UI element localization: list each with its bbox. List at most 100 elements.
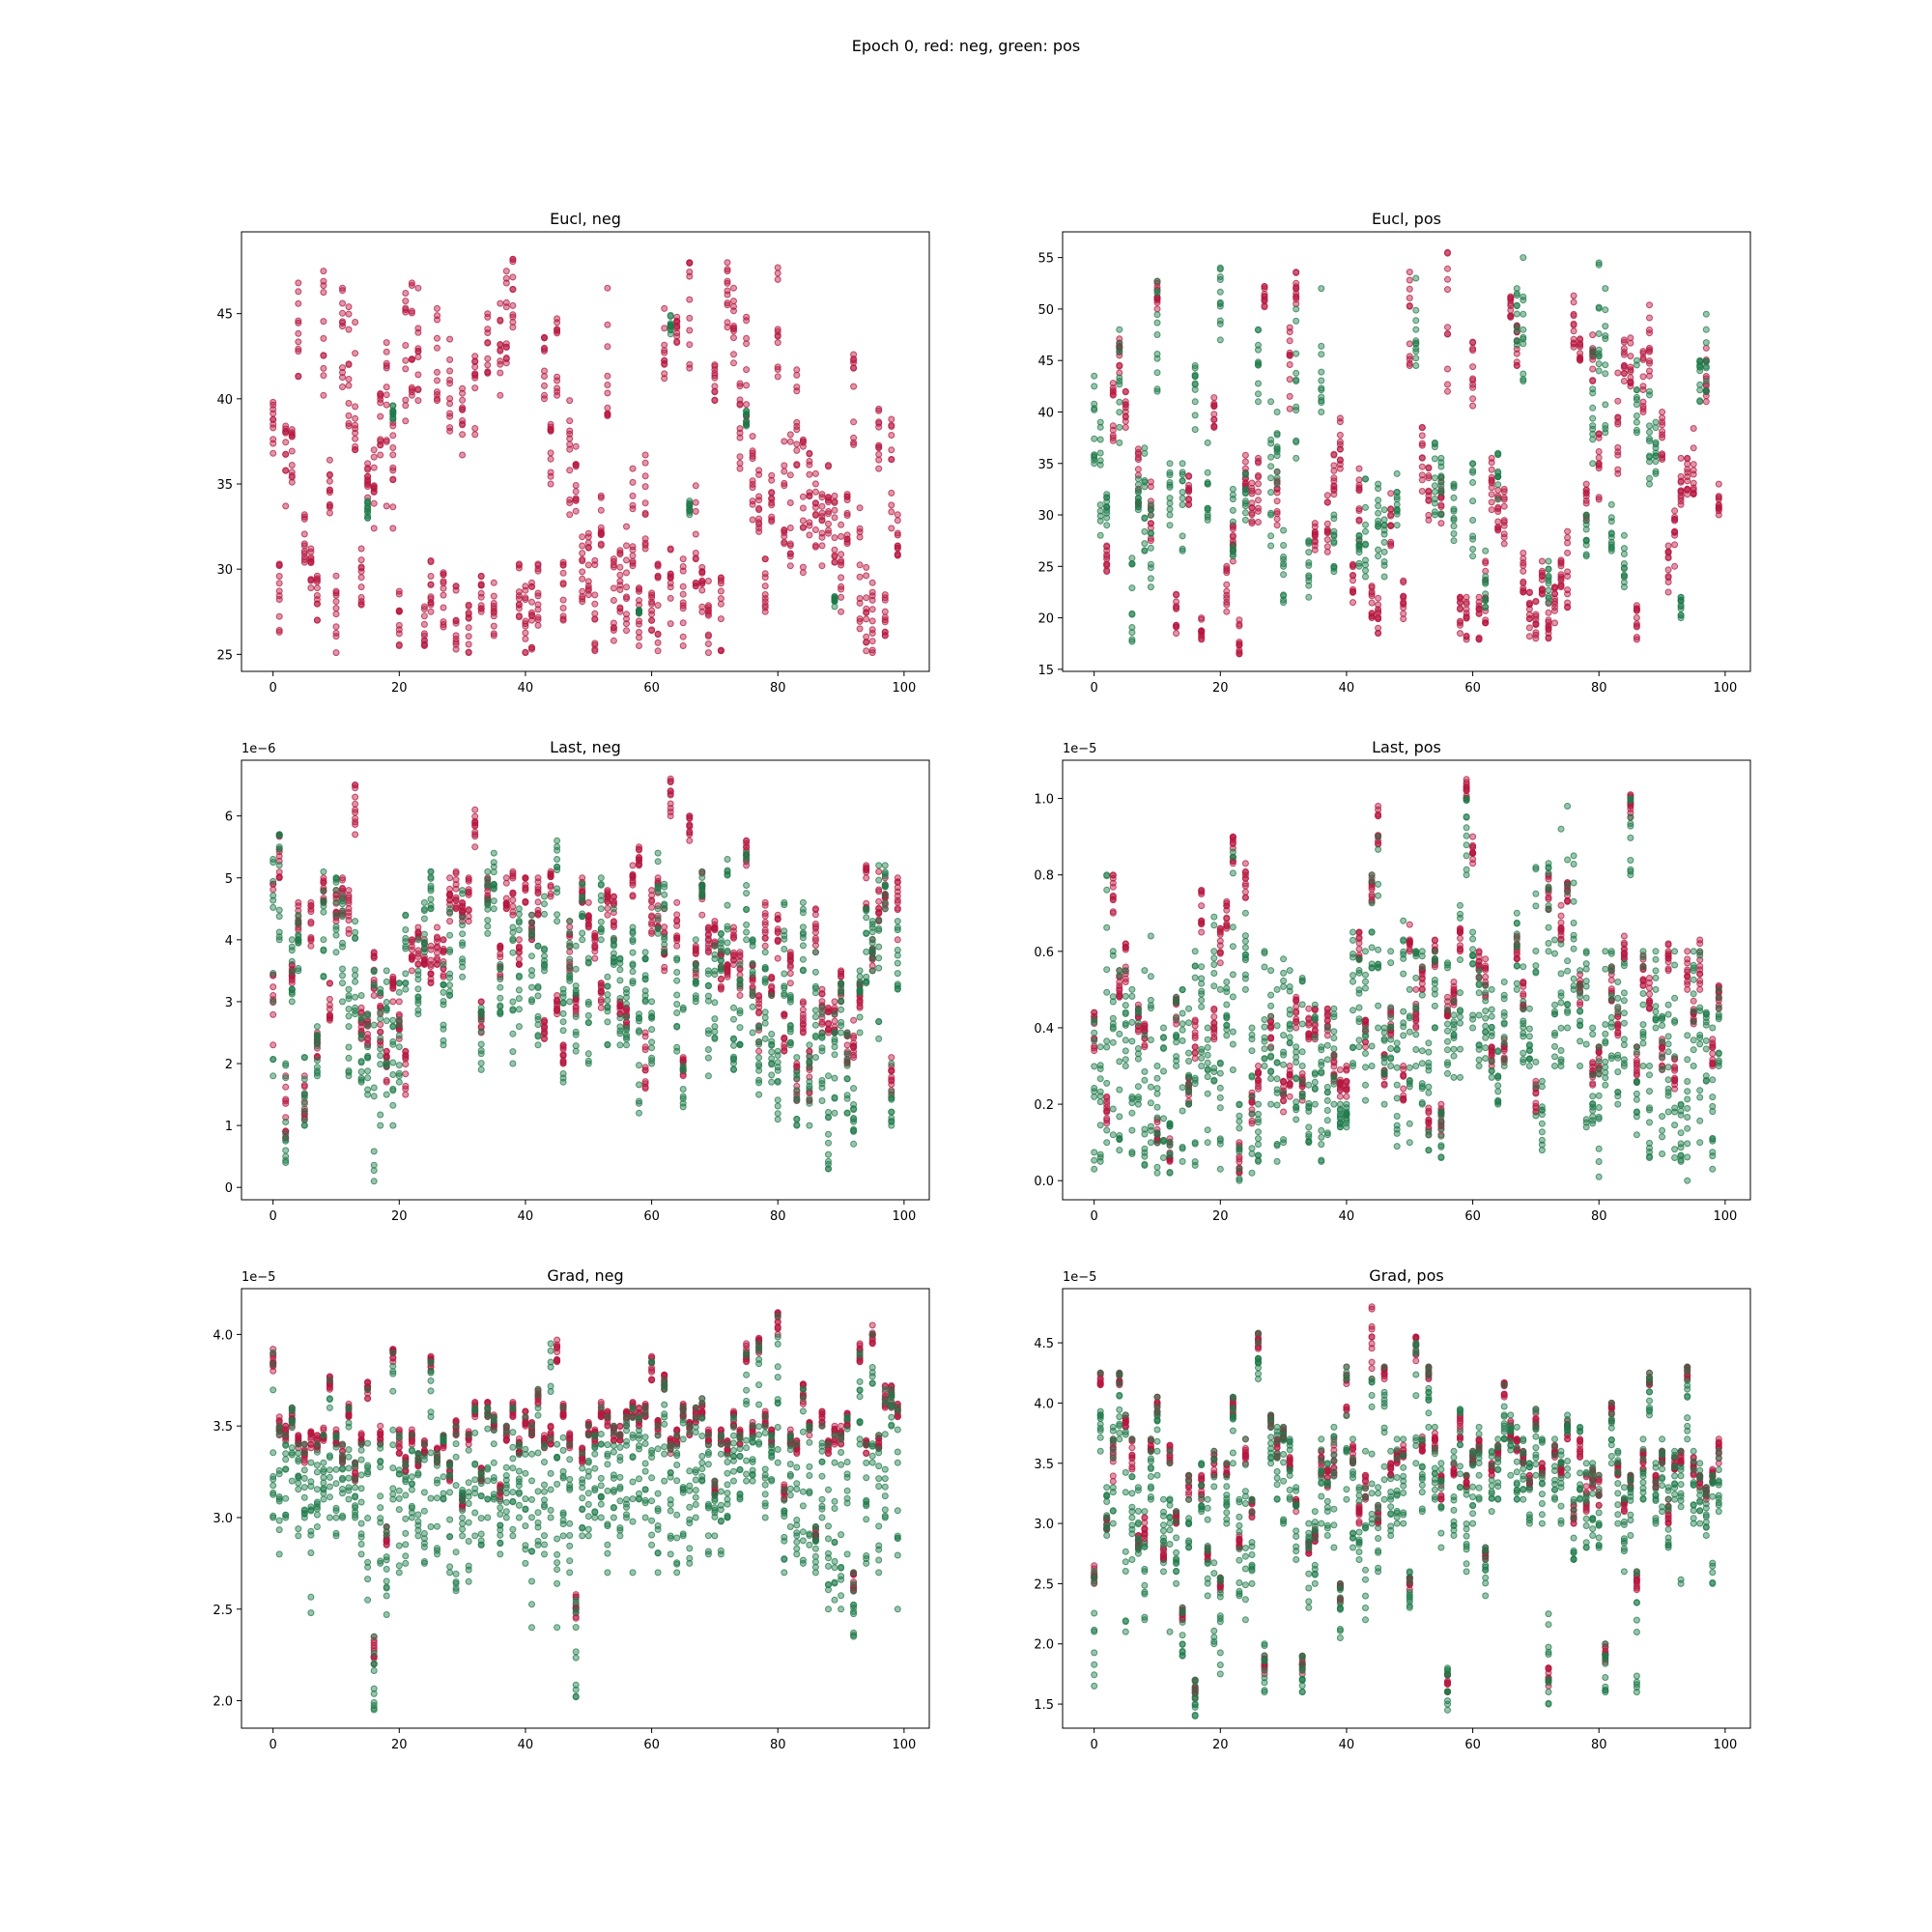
data-point xyxy=(1620,545,1628,553)
data-point xyxy=(465,609,472,616)
data-point xyxy=(1494,524,1502,531)
data-point xyxy=(364,1086,372,1094)
data-point xyxy=(894,517,901,525)
data-point xyxy=(300,1107,308,1115)
data-point xyxy=(1109,871,1117,879)
data-point xyxy=(1336,456,1344,464)
data-point xyxy=(850,1105,858,1113)
data-point xyxy=(850,1051,858,1059)
data-point xyxy=(1191,398,1199,406)
data-point xyxy=(1646,367,1653,375)
data-point xyxy=(1147,506,1154,514)
data-point xyxy=(761,949,769,956)
data-point xyxy=(629,559,637,567)
data-point xyxy=(332,925,340,933)
data-point xyxy=(427,901,435,909)
data-point xyxy=(711,942,719,950)
data-point xyxy=(1633,622,1640,630)
data-point xyxy=(818,1097,826,1104)
data-point xyxy=(389,444,397,451)
data-point xyxy=(717,930,724,938)
data-point xyxy=(1293,403,1300,411)
x-tick-label: 80 xyxy=(1591,681,1607,696)
data-point xyxy=(654,905,662,913)
data-point xyxy=(875,441,883,449)
data-point xyxy=(1488,498,1495,506)
data-point xyxy=(1418,488,1426,495)
data-point xyxy=(414,1000,422,1008)
data-point xyxy=(414,397,422,405)
data-point xyxy=(345,1043,353,1051)
data-point xyxy=(579,533,586,541)
data-point xyxy=(724,901,731,909)
data-point xyxy=(863,973,870,980)
data-point xyxy=(629,546,637,554)
data-point xyxy=(282,1074,290,1082)
data-point xyxy=(402,912,410,920)
data-point xyxy=(1255,398,1262,406)
data-point xyxy=(408,967,415,975)
data-point xyxy=(636,1099,642,1107)
data-point xyxy=(377,412,384,420)
data-point xyxy=(597,524,605,531)
data-point xyxy=(1241,860,1249,867)
data-point xyxy=(339,309,346,317)
y-tick-label: 25 xyxy=(1037,560,1054,575)
data-point xyxy=(761,1035,769,1042)
data-point xyxy=(1103,547,1111,554)
data-point xyxy=(730,334,737,342)
data-point xyxy=(1223,608,1231,615)
data-point xyxy=(459,930,467,938)
data-point xyxy=(736,1040,744,1048)
data-point xyxy=(497,994,504,1002)
y-tick-label: 3 xyxy=(225,996,233,1010)
data-point xyxy=(755,497,763,504)
data-point xyxy=(288,957,296,965)
data-point xyxy=(1412,362,1420,369)
data-point xyxy=(1457,617,1463,625)
data-point xyxy=(288,447,296,455)
data-point xyxy=(414,993,422,1001)
data-point xyxy=(1393,496,1401,503)
data-point xyxy=(604,982,611,990)
data-point xyxy=(1267,463,1275,470)
data-point xyxy=(459,973,467,980)
data-point xyxy=(786,525,794,531)
data-point xyxy=(597,981,605,989)
data-point xyxy=(275,873,283,881)
data-point xyxy=(1570,310,1577,318)
data-point xyxy=(566,955,574,963)
data-point xyxy=(509,891,517,898)
data-point xyxy=(894,878,901,886)
data-point xyxy=(383,1076,390,1084)
data-point xyxy=(522,884,529,892)
data-point xyxy=(477,1060,485,1067)
x-tick-label: 0 xyxy=(270,681,277,696)
data-point xyxy=(755,521,763,528)
data-point xyxy=(427,581,435,588)
data-point xyxy=(1494,481,1502,489)
data-point xyxy=(1400,579,1407,586)
data-point xyxy=(1406,269,1413,276)
data-point xyxy=(604,411,611,418)
data-point xyxy=(1412,345,1420,353)
x-tick-label: 20 xyxy=(391,681,408,696)
data-point xyxy=(534,982,542,990)
data-point xyxy=(850,418,858,426)
data-point xyxy=(1318,285,1325,293)
data-point xyxy=(534,601,542,609)
data-point xyxy=(579,568,586,576)
data-point xyxy=(1696,397,1704,405)
data-point xyxy=(1153,319,1161,327)
data-point xyxy=(579,542,586,550)
data-point xyxy=(339,287,346,295)
data-point xyxy=(636,854,642,862)
data-point xyxy=(1134,475,1142,483)
data-point xyxy=(484,329,492,336)
data-point xyxy=(270,877,277,885)
data-point xyxy=(352,993,359,1001)
data-point xyxy=(446,946,454,953)
data-point xyxy=(1229,485,1236,493)
data-point xyxy=(402,417,410,425)
data-point xyxy=(534,878,542,886)
